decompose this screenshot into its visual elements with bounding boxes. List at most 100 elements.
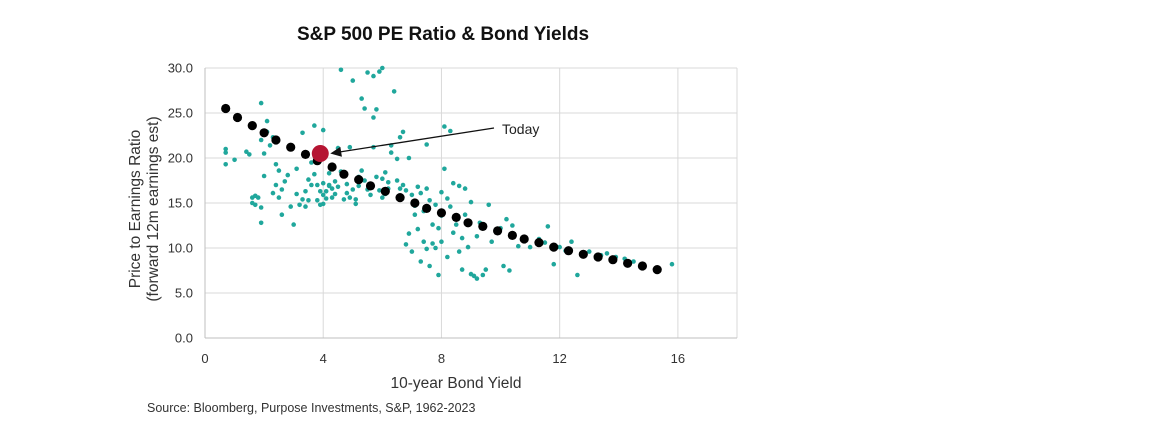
data-point: [323, 189, 329, 194]
tick-labels: 0.0 5.0 10.0 15.0 20.0 25.0 30.0 0 4 8 12 16: [168, 61, 685, 367]
y-axis-title-line-2: (forward 12m earnings est): [145, 116, 162, 301]
data-point: [285, 172, 291, 178]
data-point: [397, 135, 403, 140]
data-point: [362, 178, 367, 183]
trend-point: [549, 242, 559, 252]
data-point: [436, 272, 441, 278]
data-point: [409, 192, 415, 198]
data-point: [507, 268, 512, 273]
trend-point: [365, 181, 376, 191]
data-point: [442, 166, 447, 172]
data-point: [374, 174, 379, 180]
data-point: [400, 182, 406, 188]
data-point: [418, 259, 424, 264]
y-axis-title-line-1: Price to Earnings Ratio: [127, 130, 144, 289]
trend-point: [221, 103, 231, 114]
data-point: [474, 234, 480, 239]
data-points: [221, 65, 675, 281]
data-point: [427, 198, 432, 203]
data-point: [424, 246, 429, 252]
trend-point: [623, 258, 633, 268]
data-point: [424, 186, 429, 191]
data-point: [279, 212, 285, 217]
data-point: [350, 187, 356, 192]
data-point: [462, 186, 468, 191]
trend-point: [380, 186, 390, 196]
data-point: [418, 190, 424, 196]
data-point: [604, 251, 610, 256]
data-point: [315, 198, 320, 203]
data-point: [261, 173, 267, 179]
trend-point: [395, 193, 405, 203]
data-point: [439, 239, 444, 244]
data-point: [510, 223, 515, 228]
data-point: [388, 150, 394, 155]
data-point: [312, 171, 317, 177]
data-point: [406, 231, 412, 236]
trend-point: [410, 198, 420, 208]
data-point: [247, 152, 252, 157]
data-point: [315, 182, 320, 188]
data-point: [456, 249, 462, 254]
data-point: [453, 222, 459, 227]
data-point: [380, 65, 385, 71]
data-point: [359, 96, 364, 101]
data-point: [320, 201, 326, 207]
data-point: [294, 191, 299, 197]
data-point: [320, 180, 326, 186]
data-point: [569, 239, 574, 244]
y-tick-label: 5.0: [175, 286, 193, 301]
y-tick-label: 20.0: [168, 151, 193, 166]
data-point: [545, 224, 551, 229]
trend-point: [354, 175, 364, 185]
data-point: [312, 123, 317, 128]
data-point: [341, 197, 347, 202]
data-point: [279, 187, 285, 192]
data-point: [270, 190, 276, 196]
data-point: [480, 272, 486, 278]
data-point: [397, 186, 403, 191]
data-point: [258, 220, 264, 226]
data-point: [344, 190, 350, 196]
data-point: [273, 162, 279, 167]
data-point: [338, 67, 344, 73]
data-point: [430, 222, 435, 227]
trend-point: [339, 169, 349, 179]
data-point: [515, 243, 521, 249]
data-point: [374, 107, 379, 112]
data-point: [669, 261, 675, 267]
data-point: [406, 155, 412, 161]
trend-point: [463, 218, 473, 228]
annotation-arrow: [336, 127, 495, 154]
data-point: [409, 249, 415, 254]
data-point: [288, 204, 294, 209]
trend-point: [507, 230, 517, 240]
data-point: [489, 239, 494, 244]
data-point: [382, 170, 388, 175]
data-point: [501, 263, 506, 269]
data-point: [353, 197, 359, 202]
y-tick-label: 15.0: [168, 196, 193, 211]
data-point: [350, 78, 356, 83]
data-point: [456, 183, 462, 189]
trend-point: [652, 265, 662, 275]
data-point: [258, 100, 264, 106]
data-point: [542, 240, 548, 245]
trend-point: [247, 121, 257, 131]
data-point: [400, 129, 406, 135]
data-point: [317, 189, 323, 194]
data-point: [329, 186, 335, 191]
trend-point: [286, 142, 296, 152]
trend-point: [578, 249, 588, 259]
data-point: [344, 181, 350, 187]
data-point: [433, 202, 438, 208]
data-point: [483, 267, 489, 272]
data-point: [377, 188, 382, 193]
data-point: [586, 249, 592, 254]
data-point: [258, 205, 264, 210]
trend-point: [519, 234, 529, 244]
trend-point: [271, 135, 281, 145]
data-point: [276, 168, 282, 173]
x-axis-title: 10-year Bond Yield: [391, 375, 522, 392]
data-point: [261, 151, 267, 156]
